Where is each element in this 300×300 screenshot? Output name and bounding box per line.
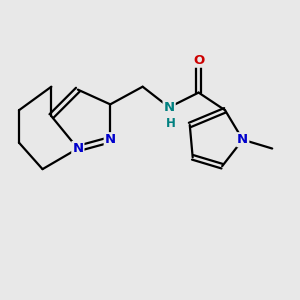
Text: N: N xyxy=(105,133,116,146)
Text: H: H xyxy=(166,117,176,130)
Text: N: N xyxy=(164,101,175,114)
Text: N: N xyxy=(237,133,248,146)
Text: N: N xyxy=(72,142,83,155)
Text: O: O xyxy=(193,54,204,67)
